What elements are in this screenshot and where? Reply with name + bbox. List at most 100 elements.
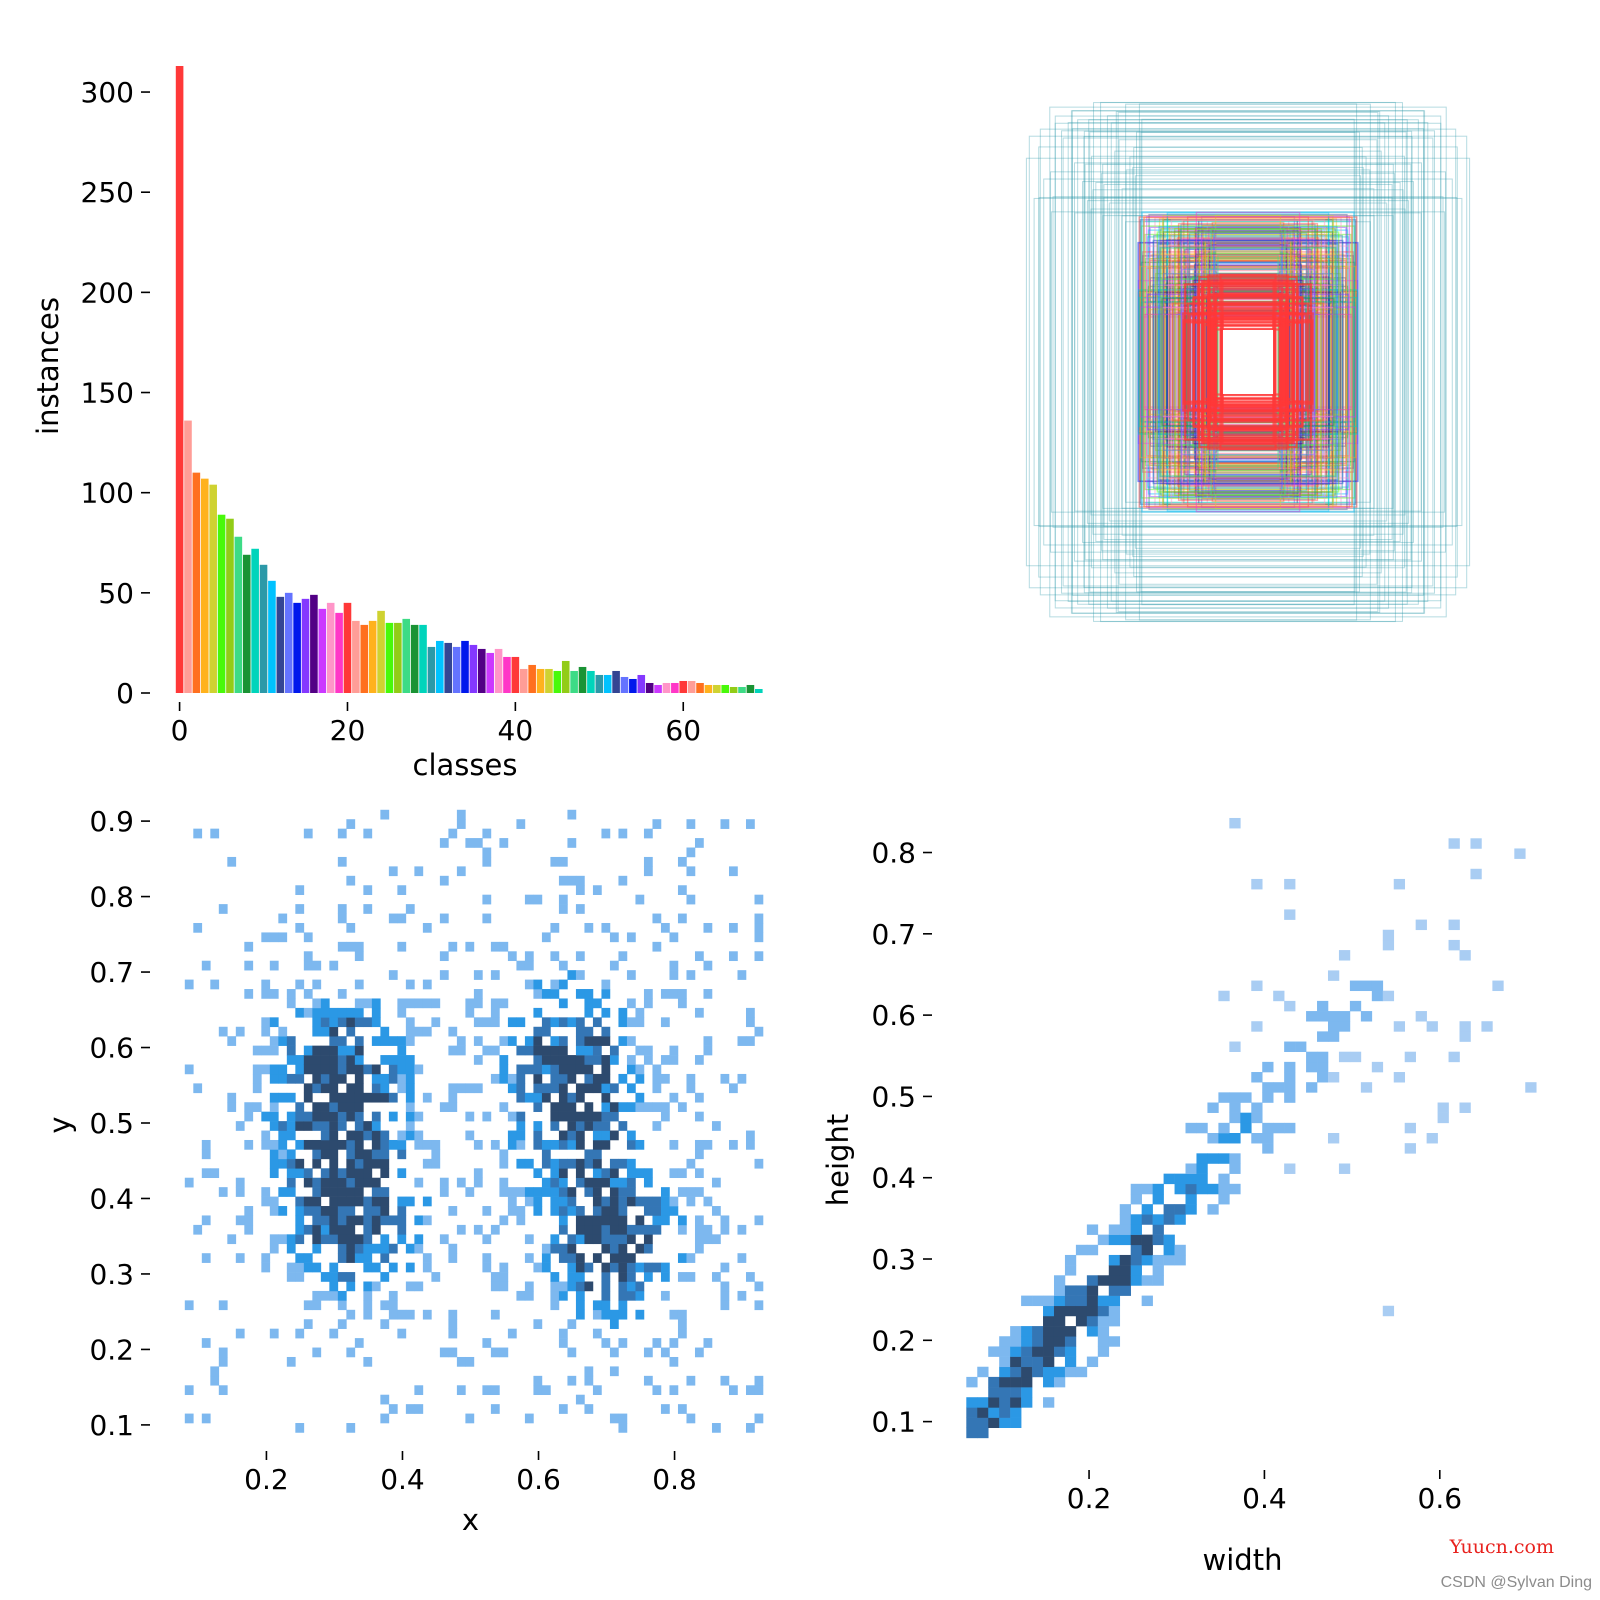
xy-cell bbox=[720, 1262, 730, 1273]
xy-cell bbox=[592, 1121, 602, 1131]
xy-cell bbox=[652, 1083, 662, 1094]
wh-cell bbox=[1130, 1234, 1142, 1246]
xy-cell bbox=[499, 1215, 509, 1226]
xy-cell bbox=[329, 1206, 339, 1216]
xy-cell bbox=[320, 1083, 330, 1094]
xy-cell bbox=[592, 1234, 602, 1245]
xy-cell bbox=[354, 941, 364, 952]
xy-cell bbox=[652, 1206, 662, 1216]
overlay-box bbox=[1157, 243, 1339, 481]
xy-cell bbox=[550, 951, 560, 962]
wh-cell bbox=[999, 1346, 1011, 1357]
xy-cell bbox=[320, 1149, 330, 1160]
xy-cell bbox=[694, 1215, 704, 1226]
overlay-box bbox=[1133, 146, 1363, 578]
wh-cell bbox=[1284, 1041, 1296, 1053]
xy-cell bbox=[592, 1309, 602, 1320]
xy-cell bbox=[550, 1196, 560, 1207]
xy-cell bbox=[354, 1196, 364, 1207]
wh-cell bbox=[1393, 1021, 1406, 1032]
xy-cell bbox=[507, 1073, 517, 1084]
xy-cell bbox=[558, 1281, 568, 1292]
xy-cell bbox=[312, 1234, 322, 1245]
xy-cell bbox=[371, 1281, 381, 1292]
xy-cell bbox=[465, 1111, 475, 1122]
xy-cell bbox=[439, 1187, 449, 1197]
xy-cell bbox=[609, 932, 619, 943]
xy-cell bbox=[405, 1055, 415, 1065]
overlay-box bbox=[1179, 228, 1317, 496]
wh-cell bbox=[1064, 1254, 1077, 1266]
overlay-box bbox=[1201, 294, 1295, 430]
xy-cell bbox=[456, 1177, 466, 1188]
xy-cell bbox=[235, 1026, 245, 1037]
xy-cell bbox=[686, 1073, 696, 1084]
xy-cell bbox=[218, 1347, 228, 1358]
xy-cell bbox=[541, 1158, 551, 1169]
xy-cell bbox=[652, 941, 662, 952]
overlay-box bbox=[1136, 131, 1360, 593]
wh-cell bbox=[1196, 1153, 1208, 1164]
wh-cell bbox=[1317, 1051, 1329, 1063]
xy-cell bbox=[609, 1309, 619, 1320]
xy-cell bbox=[618, 1281, 628, 1292]
xy-cell bbox=[558, 1017, 568, 1028]
xy-cell bbox=[439, 1102, 449, 1112]
xy-cell bbox=[371, 1177, 381, 1188]
xy-cell bbox=[618, 1234, 628, 1245]
xy-cell bbox=[363, 828, 373, 839]
xy-cell bbox=[303, 1262, 313, 1273]
hist-bar bbox=[528, 664, 536, 693]
hist-bar bbox=[671, 682, 679, 693]
wh-cell bbox=[999, 1366, 1011, 1378]
xy-xtick-label: 0.6 bbox=[516, 1463, 561, 1496]
xy-cell bbox=[703, 960, 713, 971]
overlay-box bbox=[1220, 315, 1276, 409]
overlay-box bbox=[1132, 166, 1364, 558]
wh-cell bbox=[1426, 1133, 1438, 1144]
xy-cell bbox=[694, 1187, 704, 1197]
xy-cell bbox=[737, 1253, 747, 1263]
xy-cell bbox=[354, 1055, 364, 1065]
xy-cell bbox=[745, 1272, 755, 1282]
overlay-box bbox=[1160, 228, 1336, 496]
wh-cell bbox=[1053, 1336, 1066, 1347]
xy-cell bbox=[703, 1045, 713, 1056]
xy-cell bbox=[516, 1073, 526, 1084]
xy-cell bbox=[269, 1328, 279, 1339]
hist-bar bbox=[268, 580, 276, 693]
xy-cell bbox=[337, 904, 347, 914]
xy-cell bbox=[669, 1356, 679, 1367]
xy-cell bbox=[329, 1158, 339, 1169]
xy-cell bbox=[499, 1262, 509, 1273]
xy-cell bbox=[660, 1290, 670, 1301]
xy-cell bbox=[677, 1168, 687, 1179]
xy-cell bbox=[584, 1224, 594, 1235]
xy-cell bbox=[244, 1215, 254, 1226]
wh-cell bbox=[1240, 1092, 1252, 1103]
xy-cell bbox=[626, 1168, 636, 1179]
wh-cell bbox=[1108, 1224, 1121, 1235]
xy-cell bbox=[592, 1206, 602, 1216]
xy-cell bbox=[303, 1045, 313, 1056]
xy-cell bbox=[346, 1083, 356, 1094]
xy-cell bbox=[397, 1007, 407, 1018]
hist-bar bbox=[242, 554, 251, 693]
xy-cell bbox=[592, 1328, 602, 1339]
xy-cell bbox=[371, 1036, 381, 1046]
overlay-box bbox=[1149, 259, 1347, 465]
xy-cell bbox=[635, 1017, 645, 1028]
xy-cell bbox=[533, 1385, 543, 1396]
xy-cell bbox=[575, 1139, 585, 1150]
hist-bar bbox=[570, 670, 578, 693]
xy-cell bbox=[533, 1073, 543, 1084]
xy-cell bbox=[354, 1253, 364, 1263]
hist-ytick-label: 50 bbox=[98, 577, 134, 610]
wh-cell bbox=[1010, 1346, 1022, 1357]
xy-cell bbox=[711, 1272, 721, 1282]
wh-cell bbox=[1196, 1183, 1208, 1195]
xy-cell bbox=[363, 1356, 373, 1367]
xy-cell bbox=[575, 1092, 585, 1103]
wh-cell bbox=[1064, 1265, 1077, 1276]
hist-bar bbox=[679, 680, 688, 693]
